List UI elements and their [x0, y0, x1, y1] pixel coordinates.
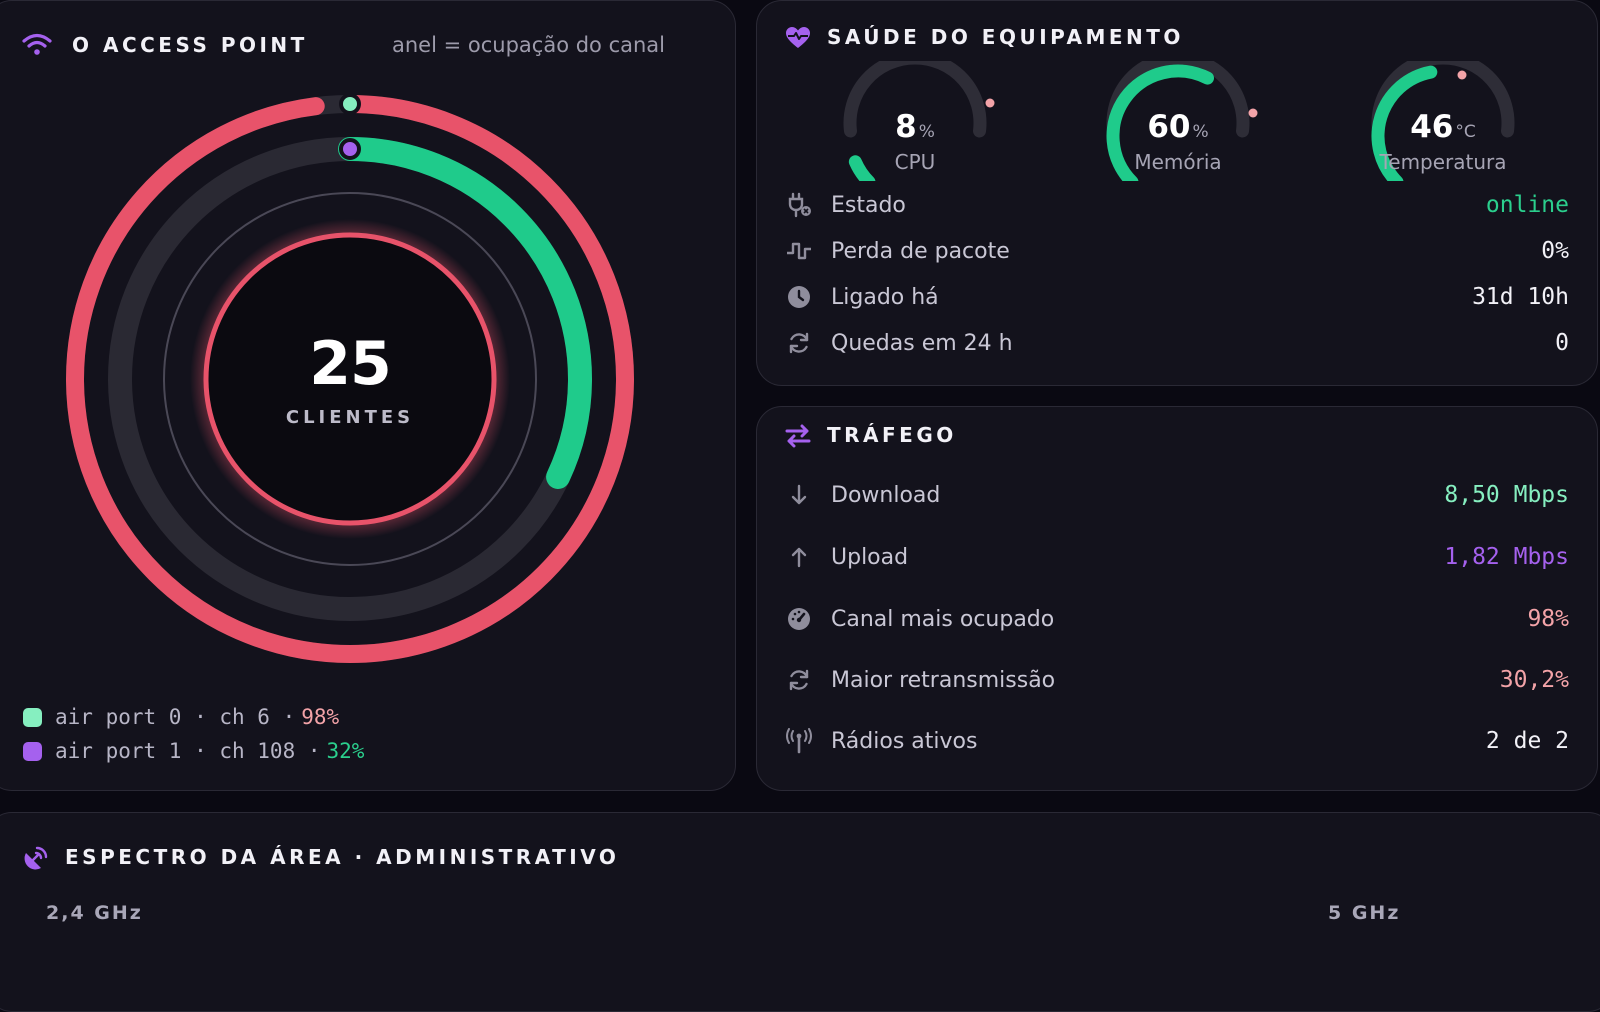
active-radios-row: Rádios ativos 2 de 2: [785, 721, 1569, 761]
clients-count: 25: [309, 329, 392, 399]
uptime-value: 31d 10h: [1472, 284, 1569, 310]
packet-loss-row: Perda de pacote 0%: [785, 231, 1569, 271]
gauge-fill: [1371, 65, 1438, 181]
gauge-marker-dot: [1248, 108, 1258, 118]
download-value: 8,50 Mbps: [1444, 482, 1569, 508]
row-label: Upload: [831, 544, 909, 570]
row-label: Rádios ativos: [831, 728, 978, 754]
satellite-dish-icon: [21, 845, 49, 877]
equipment-health-card: SAÚDE DO EQUIPAMENTO 8% CPU 60% Memória …: [756, 0, 1598, 386]
row-label: Perda de pacote: [831, 238, 1010, 264]
gauge-fill: [848, 155, 876, 181]
temperature-value: 46: [1410, 109, 1454, 145]
temperature-gauge: 46 °C Temperatura: [1348, 61, 1538, 181]
health-title: SAÚDE DO EQUIPAMENTO: [827, 25, 1184, 49]
memory-value: 60: [1147, 109, 1191, 145]
gauge-track: [843, 61, 987, 138]
legend-air-port-1: air port 1 · ch 108 · 32%: [23, 738, 364, 764]
arrow-up-icon: [785, 543, 813, 571]
busiest-channel-value: 98%: [1527, 606, 1569, 632]
legend-occupancy: 32%: [326, 739, 365, 763]
band-2-4ghz-label: 2,4 GHz: [46, 902, 143, 924]
max-retransmission-value: 30,2%: [1499, 667, 1569, 693]
legend-occupancy: 98%: [301, 705, 340, 729]
row-label: Download: [831, 482, 941, 508]
temperature-unit: °C: [1455, 122, 1476, 142]
row-label: Canal mais ocupado: [831, 606, 1055, 632]
access-point-card: O ACCESS POINT anel = ocupação do canal …: [0, 0, 736, 791]
drops-value: 0: [1555, 330, 1569, 356]
refresh-icon: [785, 329, 813, 357]
center-disc: [203, 232, 497, 526]
antenna-icon: [785, 727, 813, 755]
legend-swatch: [23, 741, 42, 761]
status-row: Estado online: [785, 185, 1569, 225]
traffic-card: TRÁFEGO Download 8,50 Mbps Upload 1,82 M…: [756, 406, 1598, 791]
gauge-fill: [1106, 64, 1215, 181]
status-value: online: [1485, 192, 1569, 218]
uptime-row: Ligado há 31d 10h: [785, 277, 1569, 317]
separator-ring: [163, 192, 537, 566]
memory-unit: %: [1192, 122, 1209, 142]
access-point-title: O ACCESS POINT: [72, 33, 308, 57]
traffic-title: TRÁFEGO: [827, 423, 957, 447]
active-radios-value: 2 de 2: [1485, 728, 1569, 754]
max-retransmission-row: Maior retransmissão 30,2%: [785, 660, 1569, 700]
swap-arrows-icon: [785, 424, 811, 452]
row-label: Estado: [831, 192, 906, 218]
packet-loss-value: 0%: [1541, 238, 1569, 264]
gauge-marker-dot: [985, 98, 995, 108]
cpu-value: 8: [895, 109, 917, 145]
upload-row: Upload 1,82 Mbps: [785, 537, 1569, 577]
clock-icon: [785, 283, 813, 311]
drops-row: Quedas em 24 h 0: [785, 323, 1569, 363]
spectrum-title: ESPECTRO DA ÁREA · ADMINISTRATIVO: [65, 845, 620, 869]
cpu-label: CPU: [894, 150, 936, 174]
row-label: Maior retransmissão: [831, 667, 1056, 693]
cpu-gauge: 8% CPU: [820, 61, 1010, 181]
ring-legend-note: anel = ocupação do canal: [392, 33, 665, 57]
band-5ghz-label: 5 GHz: [1328, 902, 1401, 924]
cpu-unit: %: [918, 122, 935, 142]
heart-pulse-icon: [785, 26, 811, 54]
row-label: Quedas em 24 h: [831, 330, 1013, 356]
upload-value: 1,82 Mbps: [1444, 544, 1569, 570]
legend-air-port-0: air port 0 · ch 6 · 98%: [23, 704, 339, 730]
download-row: Download 8,50 Mbps: [785, 475, 1569, 515]
clients-label: CLIENTES: [285, 407, 415, 428]
temperature-label: Temperatura: [1379, 150, 1507, 174]
busiest-channel-row: Canal mais ocupado 98%: [785, 599, 1569, 639]
legend-swatch: [23, 707, 42, 727]
gauge-icon: [785, 605, 813, 633]
inner-ring-marker: [339, 138, 361, 160]
memory-gauge: 60% Memória: [1083, 61, 1273, 181]
pulse-icon: [785, 237, 813, 265]
legend-label: air port 1 · ch 108 ·: [55, 739, 321, 763]
wifi-icon: [21, 31, 53, 63]
occupancy-rings: 25 CLIENTES: [65, 94, 635, 664]
legend-label: air port 0 · ch 6 ·: [55, 705, 296, 729]
row-label: Ligado há: [831, 284, 939, 310]
refresh-icon: [785, 666, 813, 694]
plug-icon: [785, 191, 813, 219]
outer-ring-marker: [339, 94, 361, 115]
memory-label: Memória: [1134, 150, 1222, 174]
arrow-down-icon: [785, 481, 813, 509]
gauge-marker-dot: [1457, 70, 1467, 80]
